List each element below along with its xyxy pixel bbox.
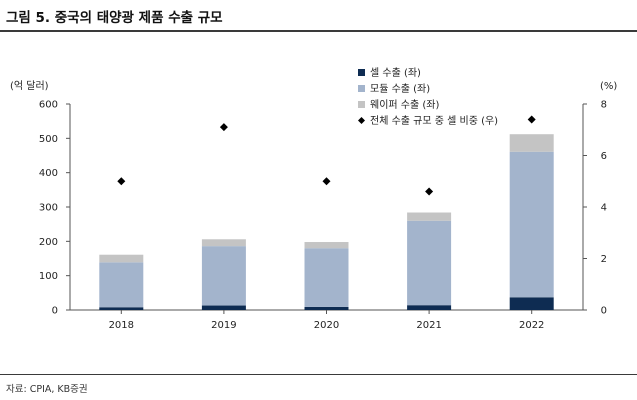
x-tick-label: 2021	[416, 320, 441, 331]
source-divider	[0, 374, 637, 375]
legend-swatch	[358, 85, 365, 92]
legend-label: 웨이퍼 수출 (좌)	[370, 99, 439, 111]
legend-swatch	[358, 117, 365, 124]
y-left-tick-label: 300	[39, 203, 58, 214]
bar-segment	[407, 305, 452, 310]
bar-segment	[509, 151, 554, 298]
y-right-tick-label: 8	[601, 100, 607, 111]
y-right-tick-label: 0	[601, 306, 607, 317]
y-left-tick-label: 400	[39, 168, 58, 179]
y-left-tick-label: 0	[52, 306, 58, 317]
share-marker	[322, 177, 331, 186]
y-right-unit-label: (%)	[600, 81, 617, 92]
legend-label: 전체 수출 규모 중 셀 비중 (우)	[370, 115, 498, 127]
x-tick-label: 2018	[109, 320, 134, 331]
y-left-unit-label: (억 달러)	[10, 80, 49, 92]
bar-segment	[509, 134, 554, 152]
share-marker	[219, 123, 228, 132]
bar-segment	[201, 305, 246, 310]
bar-segment	[99, 307, 144, 310]
bar-segment	[99, 254, 144, 263]
bar-segment	[509, 297, 554, 310]
bar-segment	[304, 306, 349, 310]
y-left-tick-label: 600	[39, 100, 58, 111]
y-left-tick-label: 500	[39, 134, 58, 145]
legend-label: 모듈 수출 (좌)	[370, 83, 430, 95]
chart-area: (억 달러) (%) 0 100 200 300 400 500 600 0 2 4 6 8 2018 2…	[10, 67, 617, 331]
bar-segment	[304, 242, 349, 249]
bar-segment	[201, 246, 246, 306]
y-right-tick-label: 6	[601, 151, 607, 162]
x-tick-label: 2022	[519, 320, 544, 331]
legend-label: 셀 수출 (좌)	[370, 67, 421, 79]
share-marker	[117, 177, 126, 186]
y-right-tick-label: 2	[601, 254, 607, 265]
y-left-tick-label: 200	[39, 237, 58, 248]
title-divider	[0, 30, 637, 32]
bar-segment	[201, 239, 246, 247]
y-left-tick-label: 100	[39, 271, 58, 282]
source-note: 자료: CPIA, KB증권	[6, 384, 88, 395]
bars	[99, 134, 554, 310]
bar-segment	[407, 220, 452, 306]
legend-swatch	[358, 69, 365, 76]
bar-segment	[407, 212, 452, 221]
bar-segment	[99, 262, 144, 308]
legend: 셀 수출 (좌) 모듈 수출 (좌) 웨이퍼 수출 (좌) 전체 수출 규모 중 셀 …	[358, 67, 498, 127]
legend-swatch	[358, 101, 365, 108]
x-tick-label: 2020	[314, 320, 339, 331]
share-marker	[425, 187, 434, 196]
share-marker	[527, 115, 536, 124]
bar-segment	[304, 248, 349, 307]
y-right-tick-label: 4	[601, 203, 607, 214]
x-tick-label: 2019	[211, 320, 236, 331]
figure-title: 그림 5. 중국의 태양광 제품 수출 규모	[6, 10, 223, 26]
share-markers	[117, 115, 536, 196]
